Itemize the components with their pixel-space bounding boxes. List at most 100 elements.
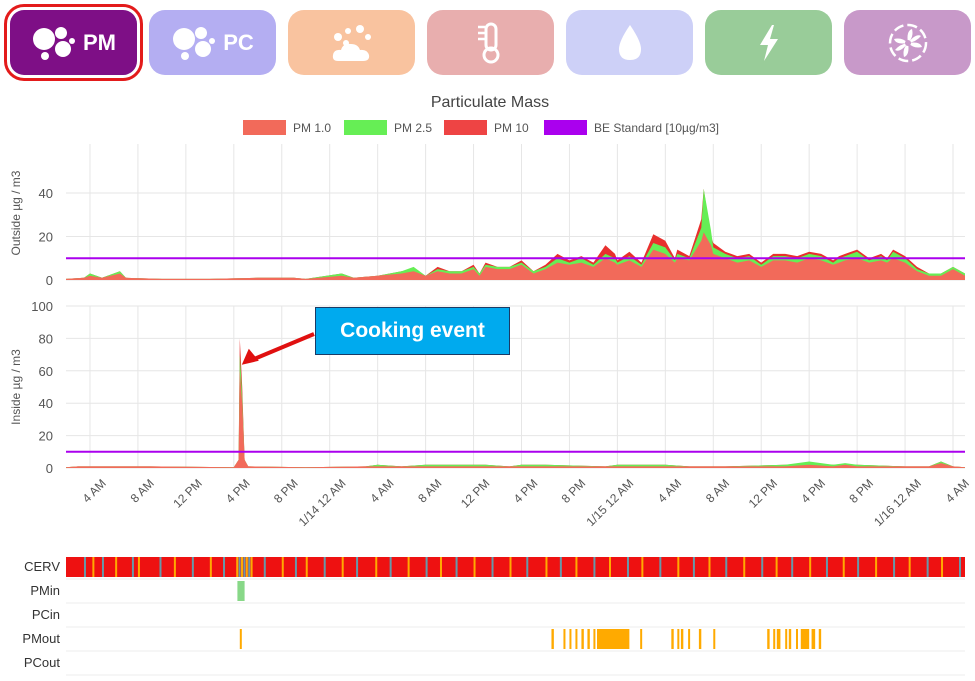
y-tick-label: 80 (39, 331, 53, 346)
cloud-particles-icon (328, 21, 376, 65)
event-mark (245, 557, 248, 577)
event-mark (115, 557, 118, 577)
event-mark (875, 557, 878, 577)
event-mark (137, 557, 140, 577)
event-mark (238, 557, 241, 577)
event-mark (743, 557, 746, 577)
y-tick-label: 40 (39, 396, 53, 411)
event-mark (559, 557, 562, 577)
x-tick-label: 4 PM (223, 476, 253, 506)
y-axis-label: Outside µg / m3 (9, 170, 23, 255)
event-mark (941, 557, 944, 577)
event-mark (305, 557, 308, 577)
event-mark (209, 557, 212, 577)
x-tick-label: 4 PM (511, 476, 541, 506)
event-block (677, 629, 680, 649)
event-block (811, 629, 816, 649)
annotation-arrowhead (241, 348, 259, 365)
legend-swatch (444, 120, 487, 135)
tab-temperature[interactable] (427, 10, 554, 75)
event-mark (761, 557, 764, 577)
legend-label: PM 1.0 (293, 121, 331, 135)
event-mark (223, 557, 226, 577)
event-mark (659, 557, 662, 577)
event-block (800, 629, 810, 649)
event-block (575, 629, 578, 649)
event-mark (241, 557, 244, 577)
x-tick-label: 1/14 12 AM (296, 476, 349, 529)
event-mark (92, 557, 95, 577)
tab-pm[interactable]: PM (4, 4, 143, 81)
event-block (563, 629, 566, 649)
event-mark (131, 557, 134, 577)
event-block (785, 629, 788, 649)
water-drop-icon (615, 23, 645, 63)
event-block (818, 629, 822, 649)
event-mark (375, 557, 378, 577)
event-track-label: PMout (22, 631, 60, 646)
event-mark (708, 557, 711, 577)
particles-icon (171, 23, 217, 63)
event-mark (926, 557, 929, 577)
event-mark (893, 557, 896, 577)
event-mark (323, 557, 326, 577)
thermometer-icon (476, 21, 506, 65)
x-tick-label: 1/16 12 AM (871, 476, 924, 529)
event-mark (526, 557, 529, 577)
event-block (671, 629, 674, 649)
event-mark (626, 557, 629, 577)
legend-label: PM 10 (494, 121, 529, 135)
event-mark (775, 557, 778, 577)
event-track-label: PMin (30, 583, 60, 598)
event-mark (857, 557, 860, 577)
x-tick-label: 12 PM (170, 476, 204, 510)
x-tick-label: 4 AM (80, 476, 109, 505)
event-track-label: CERV (24, 559, 60, 574)
x-tick-label: 8 AM (128, 476, 157, 505)
event-block (587, 629, 590, 649)
event-mark (575, 557, 578, 577)
event-track-label: PCin (32, 607, 60, 622)
chart-title: Particulate Mass (431, 94, 549, 111)
legend-label: BE Standard [10µg/m3] (594, 121, 719, 135)
event-mark (692, 557, 695, 577)
x-tick-label: 8 AM (415, 476, 444, 505)
event-mark (908, 557, 911, 577)
sensor-tab-bar: PM PC (0, 0, 975, 88)
event-mark (725, 557, 728, 577)
x-tick-label: 8 AM (703, 476, 732, 505)
x-tick-label: 4 AM (943, 476, 972, 505)
event-block (767, 629, 770, 649)
cooking-event-callout: Cooking event (315, 307, 510, 355)
tab-pm-label: PM (83, 29, 116, 55)
event-mark (608, 557, 611, 577)
event-track-bar (66, 557, 965, 577)
legend-swatch (243, 120, 286, 135)
event-mark (250, 557, 253, 577)
x-tick-label: 8 PM (559, 476, 589, 506)
event-block (239, 629, 242, 649)
x-tick-label: 1/15 12 AM (583, 476, 636, 529)
tab-humidity[interactable] (566, 10, 693, 75)
tab-energy[interactable] (705, 10, 832, 75)
x-tick-label: 12 PM (458, 476, 492, 510)
event-block (713, 629, 716, 649)
y-tick-label: 100 (31, 299, 53, 314)
legend-label: PM 2.5 (394, 121, 432, 135)
event-mark (263, 557, 266, 577)
tab-outdoor-air[interactable] (288, 10, 415, 75)
event-block (593, 629, 596, 649)
event-mark (842, 557, 845, 577)
tab-pc[interactable]: PC (149, 10, 276, 75)
event-mark (281, 557, 284, 577)
tab-ventilation[interactable] (844, 10, 971, 75)
event-mark (101, 557, 104, 577)
x-tick-label: 8 PM (846, 476, 876, 506)
event-mark (509, 557, 512, 577)
event-mark (248, 557, 251, 577)
event-block (237, 581, 245, 601)
event-block (551, 629, 554, 649)
series-area-pm10 (66, 370, 965, 468)
fan-icon (886, 21, 930, 65)
event-mark (825, 557, 828, 577)
